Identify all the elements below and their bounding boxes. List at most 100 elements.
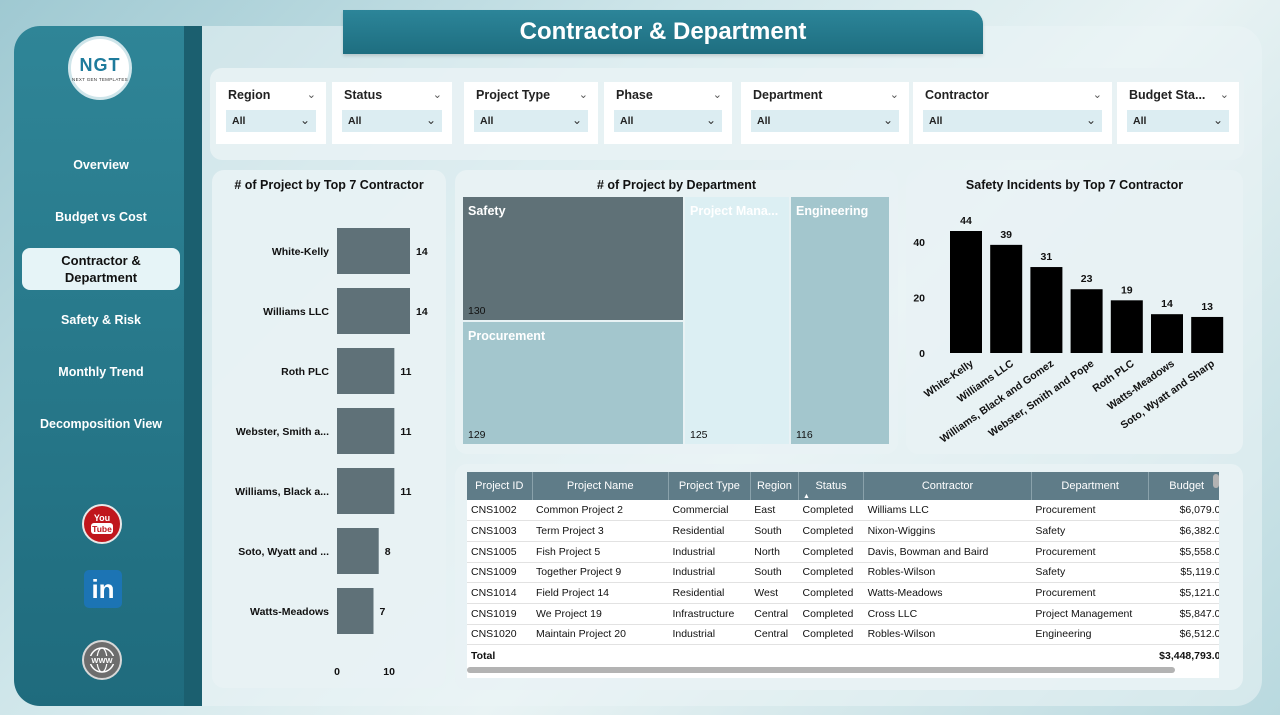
slicer-budget-status[interactable]: Budget Sta... ⌄ All ⌄	[1117, 82, 1239, 144]
bar[interactable]	[1191, 316, 1224, 353]
table-cell: CNS1009	[467, 562, 533, 584]
table-cell: Fish Project 5	[532, 541, 669, 563]
slicer-region[interactable]: Region ⌄ All ⌄	[216, 82, 326, 144]
slicer-dropdown[interactable]: All ⌄	[751, 110, 899, 132]
data-label: 11	[400, 366, 411, 378]
col-project-name[interactable]: Project Name	[532, 472, 669, 500]
slicer-department[interactable]: Department ⌄ All ⌄	[741, 82, 909, 144]
linkedin-icon[interactable]: in	[84, 570, 122, 608]
slicer-dropdown[interactable]: All ⌄	[614, 110, 722, 132]
table-cell: $6,512.0	[1148, 624, 1219, 646]
table-cell: Field Project 14	[532, 582, 669, 604]
safety-incidents-card: Safety Incidents by Top 7 Contractor 0 20…	[906, 170, 1243, 454]
bar[interactable]	[1030, 267, 1063, 353]
table-cell: Completed	[798, 603, 864, 625]
bar[interactable]	[337, 528, 379, 574]
col-budget[interactable]: Budget	[1148, 472, 1219, 500]
youtube-glyph: You Tube	[91, 513, 113, 534]
slicer-dropdown[interactable]: All ⌄	[1127, 110, 1229, 132]
treemap-tile[interactable]	[463, 197, 683, 320]
table-cell: Central	[750, 603, 799, 625]
treemap-tile[interactable]	[685, 197, 789, 444]
table-cell: Robles-Wilson	[863, 624, 1032, 646]
slicer-dropdown[interactable]: All ⌄	[226, 110, 316, 132]
table-row[interactable]: CNS1005 Fish Project 5 Industrial North Comp…	[467, 541, 1219, 563]
slicer-dropdown[interactable]: All ⌄	[342, 110, 442, 132]
treemap-tile[interactable]	[463, 322, 683, 444]
logo-subtext: NEXT GEN TEMPLATES	[72, 76, 128, 82]
slicer-project-type[interactable]: Project Type ⌄ All ⌄	[464, 82, 598, 144]
bar[interactable]	[337, 348, 395, 394]
table-cell: CNS1002	[467, 500, 533, 522]
nav-safety-risk[interactable]: Safety & Risk	[61, 313, 141, 327]
table-total-row: Total$3,448,793.0$1,4	[467, 644, 1219, 667]
bar[interactable]	[1110, 300, 1143, 353]
col-status[interactable]: Status ▲	[798, 472, 865, 500]
project-table-wrapper[interactable]: Project ID Project Name Project Type Reg…	[467, 472, 1219, 678]
table-cell: East	[750, 500, 799, 522]
chevron-down-icon: ⌄	[889, 89, 899, 101]
treemap-tile[interactable]	[791, 197, 889, 444]
slicer-status[interactable]: Status ⌄ All ⌄	[332, 82, 452, 144]
bar[interactable]	[337, 408, 395, 454]
slicer-contractor[interactable]: Contractor ⌄ All ⌄	[913, 82, 1112, 144]
youtube-icon[interactable]: You Tube	[82, 504, 122, 544]
table-cell: Infrastructure	[668, 603, 751, 625]
chevron-down-icon: ⌄	[571, 113, 582, 127]
col-project-id[interactable]: Project ID	[467, 472, 533, 500]
nav-decomposition-view[interactable]: Decomposition View	[39, 417, 162, 431]
bar[interactable]	[950, 231, 982, 353]
table-row[interactable]: CNS1003 Term Project 3 Residential South Com…	[467, 520, 1219, 542]
slicer-label: Phase	[616, 88, 653, 102]
bar[interactable]	[1151, 314, 1183, 353]
category-label: Webster, Smith a...	[236, 426, 329, 438]
category-label: Williams LLC	[263, 306, 329, 318]
bar[interactable]	[337, 468, 395, 514]
table-cell: Completed	[798, 541, 864, 563]
nav-contractor-department[interactable]: Contractor & Department	[22, 248, 180, 290]
col-project-type[interactable]: Project Type	[668, 472, 751, 500]
slicer-phase[interactable]: Phase ⌄ All ⌄	[604, 82, 732, 144]
tick-label: 0	[919, 348, 925, 360]
slicer-dropdown[interactable]: All ⌄	[474, 110, 588, 132]
chart-title: Safety Incidents by Top 7 Contractor	[965, 178, 1184, 192]
bar[interactable]	[337, 228, 410, 274]
sidebar: NGT NEXT GEN TEMPLATES Overview Budget v…	[14, 26, 202, 706]
chevron-down-icon: ⌄	[1219, 89, 1229, 101]
data-label: 14	[1161, 298, 1173, 310]
col-contractor[interactable]: Contractor	[863, 472, 1032, 500]
vertical-scrollbar[interactable]	[1213, 474, 1219, 488]
slicer-dropdown[interactable]: All ⌄	[923, 110, 1102, 132]
bar[interactable]	[1070, 289, 1103, 353]
slicer-value: All	[757, 115, 771, 127]
bar[interactable]	[990, 244, 1023, 353]
table-row[interactable]: CNS1009 Together Project 9 Industrial South…	[467, 562, 1219, 584]
project-table-card: Project ID Project Name Project Type Reg…	[455, 464, 1243, 690]
col-department[interactable]: Department	[1031, 472, 1150, 500]
horizontal-scrollbar[interactable]	[467, 667, 1175, 673]
data-label: 11	[400, 486, 411, 498]
col-region[interactable]: Region	[750, 472, 800, 500]
table-row[interactable]: CNS1020 Maintain Project 20 Industrial Cent…	[467, 624, 1219, 646]
bar[interactable]	[337, 288, 410, 334]
table-cell: Term Project 3	[532, 520, 669, 542]
table-row[interactable]: CNS1019 We Project 19 Infrastructure Centra…	[467, 603, 1219, 625]
sidebar-strip	[184, 26, 202, 706]
tick-label: 40	[913, 237, 925, 249]
table-row[interactable]: CNS1014 Field Project 14 Residential West Co…	[467, 582, 1219, 604]
table-cell: Williams LLC	[863, 500, 1032, 522]
category-label: Roth PLC	[281, 366, 329, 378]
website-icon[interactable]: WWW	[82, 640, 122, 680]
filter-panel: Region ⌄ All ⌄ Status ⌄ All ⌄ Project Type…	[210, 68, 1244, 160]
table-row[interactable]: CNS1002 Common Project 2 Commercial East Com…	[467, 500, 1219, 522]
table-cell: Davis, Bowman and Baird	[863, 541, 1032, 563]
youtube-you: You	[94, 513, 110, 523]
nav-monthly-trend[interactable]: Monthly Trend	[58, 365, 144, 379]
bar[interactable]	[337, 588, 374, 634]
nav-overview[interactable]: Overview	[73, 158, 129, 172]
chevron-down-icon: ⌄	[882, 113, 893, 127]
table-cell: $5,847.0	[1148, 603, 1219, 625]
slicer-value: All	[1133, 115, 1147, 127]
nav-budget-vs-cost[interactable]: Budget vs Cost	[55, 210, 147, 224]
